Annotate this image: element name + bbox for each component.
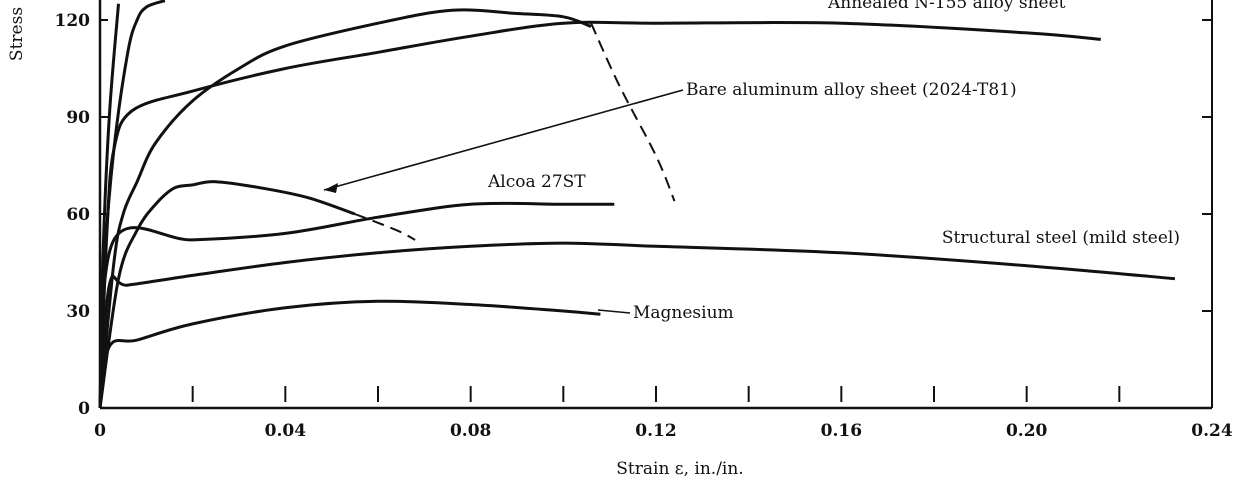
x-tick-label: 0.16 <box>821 421 862 441</box>
curve-label-3: Structural steel (mild steel) <box>942 228 1180 248</box>
x-axis-title: Strain ε, in./in. <box>616 459 743 479</box>
annotation-leader <box>597 309 631 314</box>
y-axis-title: Stress <box>7 7 27 61</box>
series-curve-2 <box>98 180 356 409</box>
series-curves <box>98 0 1176 409</box>
y-tick-label: 120 <box>55 11 91 31</box>
y-tick-label: 60 <box>66 205 90 225</box>
y-tick-label: 90 <box>66 108 90 128</box>
y-tick-label: 0 <box>78 399 90 419</box>
series-curve-1-fracture <box>590 22 676 202</box>
x-tick-label: 0.08 <box>450 421 491 441</box>
series-curve-1 <box>98 8 592 409</box>
annotation-leader <box>323 89 684 191</box>
annotation-arrowhead <box>324 183 338 193</box>
axis-ticks: 0 30 60 90 120 0 0.04 0.08 0.12 0.16 0.20 0.24 <box>55 11 1233 441</box>
curve-label-4: Magnesium <box>633 303 734 323</box>
series-curve-4 <box>98 299 601 409</box>
series-curve-7 <box>98 3 120 409</box>
y-tick-label: 30 <box>66 302 90 322</box>
x-tick-label: 0.20 <box>1006 421 1048 441</box>
series-curve-2-fracture <box>354 213 416 241</box>
series-curve-5 <box>98 201 615 409</box>
curve-label-1: Bare aluminum alloy sheet (2024-T81) <box>686 80 1017 100</box>
curve-labels: Annealed N-155 alloy sheet Bare aluminum … <box>323 0 1180 323</box>
curve-label-2: Alcoa 27ST <box>487 172 586 192</box>
x-tick-label: 0.24 <box>1191 421 1233 441</box>
x-tick-label: 0.04 <box>265 421 307 441</box>
x-tick-label: 0.12 <box>635 421 676 441</box>
curve-label-0: Annealed N-155 alloy sheet <box>827 0 1066 13</box>
x-tick-label: 0 <box>94 421 106 441</box>
plot-frame <box>98 0 1213 410</box>
series-curve-3 <box>98 241 1176 409</box>
